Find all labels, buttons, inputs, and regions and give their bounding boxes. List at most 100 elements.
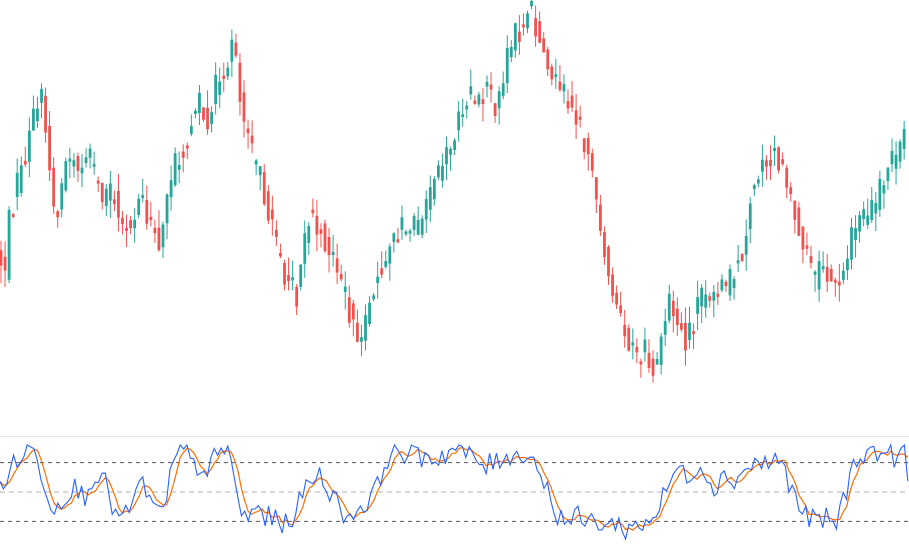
candle-body: [222, 75, 226, 79]
candle-up: [813, 270, 817, 292]
candle-body: [92, 163, 96, 167]
candle-body: [169, 180, 173, 198]
candle-down: [809, 245, 813, 269]
candle-down: [489, 72, 493, 103]
candle-body: [558, 81, 562, 90]
candle-body: [643, 339, 647, 353]
candle-body: [15, 172, 19, 198]
candle-body: [323, 223, 327, 252]
candle-body: [688, 322, 691, 340]
candle-up: [32, 95, 35, 132]
candle-up: [254, 158, 258, 176]
candle-down: [785, 164, 789, 199]
candle-body: [96, 180, 100, 184]
candle-up: [501, 71, 505, 100]
candle-body: [64, 161, 68, 191]
candle-up: [432, 176, 436, 206]
candle-body: [396, 239, 400, 243]
candle-down: [202, 107, 205, 122]
candle-body: [477, 94, 481, 105]
candle-body: [894, 154, 898, 169]
candle-down: [246, 119, 250, 149]
candle-body: [890, 150, 894, 165]
candle-body: [368, 302, 371, 325]
candle-down: [351, 299, 355, 337]
candle-up: [870, 187, 874, 224]
candle-down: [380, 251, 384, 279]
candle-down: [48, 111, 51, 182]
candle-up: [368, 296, 371, 327]
candle-down: [129, 215, 132, 235]
candle-body: [473, 100, 477, 104]
candle-body: [125, 227, 128, 232]
candle-body: [513, 23, 517, 51]
candle-body: [202, 107, 205, 120]
candle-body: [712, 291, 716, 301]
candle-down: [680, 312, 683, 333]
candle-body: [437, 165, 440, 178]
candle-body: [262, 172, 266, 205]
candle-up: [854, 215, 857, 258]
candle-body: [351, 303, 355, 320]
candle-down: [493, 102, 497, 123]
candle-body: [343, 286, 347, 292]
price-candlestick-chart: [0, 0, 906, 383]
candle-body: [153, 227, 157, 234]
candle-body: [481, 99, 485, 104]
candle-body: [858, 215, 861, 232]
candle-body: [550, 66, 554, 80]
candle-down: [121, 210, 124, 235]
candle-body: [761, 159, 764, 172]
candle-body: [339, 273, 343, 280]
candle-up: [821, 251, 825, 273]
candle-up: [343, 271, 347, 310]
pane-divider[interactable]: [0, 436, 909, 437]
candle-body: [813, 271, 817, 275]
candle-up: [214, 62, 218, 115]
candle-body: [161, 224, 165, 248]
candle-body: [680, 323, 683, 330]
candle-down: [23, 146, 27, 168]
candle-up: [736, 244, 740, 273]
candle-body: [615, 292, 618, 305]
candle-down: [473, 95, 477, 105]
candle-down: [793, 200, 797, 234]
candle-up: [7, 206, 11, 284]
candle-body: [554, 74, 558, 78]
candle-up: [15, 158, 19, 211]
candle-up: [465, 101, 469, 119]
candle-body: [874, 202, 878, 214]
candle-down: [684, 307, 687, 366]
candle-down: [570, 81, 574, 112]
candle-up: [704, 280, 708, 318]
candle-down: [181, 144, 185, 173]
candle-down: [222, 62, 226, 93]
candle-up: [392, 232, 396, 253]
candle-body: [372, 295, 375, 300]
candle-down: [582, 137, 586, 160]
candle-body: [291, 277, 294, 281]
candle-down: [185, 142, 189, 160]
candle-body: [586, 138, 590, 155]
candle-down: [781, 152, 785, 167]
candle-down: [590, 148, 594, 178]
candle-body: [607, 247, 610, 277]
candle-down: [675, 297, 679, 336]
candle-down: [829, 264, 833, 283]
candle-body: [684, 322, 687, 351]
candle-body: [505, 48, 509, 84]
candle-body: [149, 216, 153, 221]
candle-body: [736, 260, 740, 264]
candle-up: [210, 106, 213, 133]
candle-body: [287, 275, 290, 282]
candle-down: [335, 243, 339, 284]
candle-up: [485, 75, 489, 98]
candle-down: [100, 182, 104, 210]
candle-down: [347, 285, 351, 328]
candle-up: [878, 170, 882, 217]
candle-up: [40, 83, 43, 119]
candle-up: [445, 136, 448, 180]
candle-up: [226, 62, 230, 81]
candle-up: [303, 220, 307, 278]
